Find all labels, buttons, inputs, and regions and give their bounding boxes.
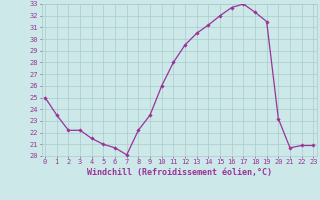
X-axis label: Windchill (Refroidissement éolien,°C): Windchill (Refroidissement éolien,°C) [87, 168, 272, 177]
